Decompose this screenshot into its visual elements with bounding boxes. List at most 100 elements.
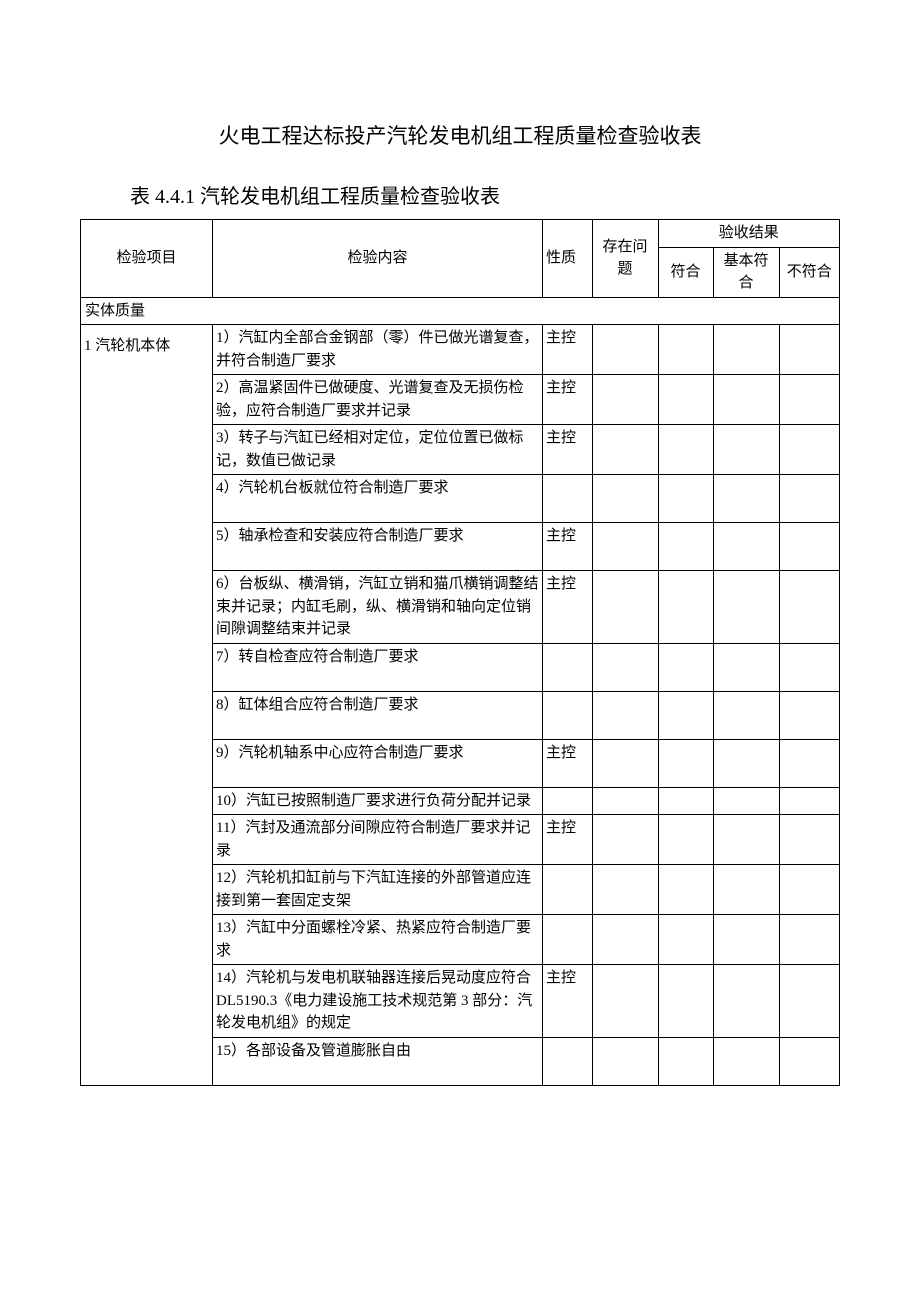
row-nature <box>543 475 593 523</box>
row-fail <box>779 915 840 965</box>
row-content: 5）轴承检查和安装应符合制造厂要求 <box>213 523 543 571</box>
table-row: 1 汽轮机本体 1）汽缸内全部合金钢部（零）件已做光谱复查，并符合制造厂要求 主… <box>81 325 840 375</box>
row-pass <box>658 915 713 965</box>
header-issue: 存在问题 <box>592 220 658 298</box>
row-issue <box>592 739 658 787</box>
row-nature <box>543 787 593 815</box>
section-label: 实体质量 <box>81 297 840 325</box>
row-nature: 主控 <box>543 571 593 644</box>
row-fail <box>779 965 840 1038</box>
row-basic <box>713 691 779 739</box>
row-pass <box>658 865 713 915</box>
row-issue <box>592 1037 658 1085</box>
row-pass <box>658 739 713 787</box>
row-content: 2）高温紧固件已做硬度、光谱复查及无损伤检验，应符合制造厂要求并记录 <box>213 375 543 425</box>
row-pass <box>658 1037 713 1085</box>
row-issue <box>592 375 658 425</box>
row-pass <box>658 787 713 815</box>
row-nature: 主控 <box>543 815 593 865</box>
row-fail <box>779 425 840 475</box>
header-pass: 符合 <box>658 247 713 297</box>
row-nature: 主控 <box>543 375 593 425</box>
row-content: 10）汽缸已按照制造厂要求进行负荷分配并记录 <box>213 787 543 815</box>
row-fail <box>779 475 840 523</box>
row-pass <box>658 325 713 375</box>
row-issue <box>592 865 658 915</box>
row-fail <box>779 643 840 691</box>
row-pass <box>658 815 713 865</box>
row-nature <box>543 691 593 739</box>
row-nature: 主控 <box>543 325 593 375</box>
row-basic <box>713 643 779 691</box>
row-pass <box>658 691 713 739</box>
header-fail: 不符合 <box>779 247 840 297</box>
section-row: 实体质量 <box>81 297 840 325</box>
row-fail <box>779 865 840 915</box>
row-basic <box>713 965 779 1038</box>
row-nature: 主控 <box>543 965 593 1038</box>
row-content: 7）转自检查应符合制造厂要求 <box>213 643 543 691</box>
row-issue <box>592 691 658 739</box>
row-issue <box>592 787 658 815</box>
row-basic <box>713 475 779 523</box>
row-issue <box>592 965 658 1038</box>
row-basic <box>713 523 779 571</box>
row-nature: 主控 <box>543 425 593 475</box>
row-issue <box>592 643 658 691</box>
row-pass <box>658 425 713 475</box>
row-content: 15）各部设备及管道膨胀自由 <box>213 1037 543 1085</box>
row-nature <box>543 865 593 915</box>
row-nature <box>543 915 593 965</box>
row-pass <box>658 475 713 523</box>
row-pass <box>658 571 713 644</box>
row-nature: 主控 <box>543 739 593 787</box>
header-nature: 性质 <box>543 220 593 298</box>
row-issue <box>592 915 658 965</box>
row-nature: 主控 <box>543 523 593 571</box>
row-issue <box>592 475 658 523</box>
header-basic: 基本符合 <box>713 247 779 297</box>
row-fail <box>779 739 840 787</box>
row-basic <box>713 571 779 644</box>
row-content: 12）汽轮机扣缸前与下汽缸连接的外部管道应连接到第一套固定支架 <box>213 865 543 915</box>
row-content: 14）汽轮机与发电机联轴器连接后晃动度应符合 DL5190.3《电力建设施工技术… <box>213 965 543 1038</box>
row-basic <box>713 739 779 787</box>
row-pass <box>658 965 713 1038</box>
row-basic <box>713 865 779 915</box>
row-fail <box>779 691 840 739</box>
header-content: 检验内容 <box>213 220 543 298</box>
header-row-1: 检验项目 检验内容 性质 存在问题 验收结果 <box>81 220 840 248</box>
row-issue <box>592 815 658 865</box>
row-content: 6）台板纵、横滑销，汽缸立销和猫爪横销调整结束并记录；内缸毛刷，纵、横滑销和轴向… <box>213 571 543 644</box>
row-basic <box>713 425 779 475</box>
row-issue <box>592 523 658 571</box>
row-issue <box>592 325 658 375</box>
row-fail <box>779 815 840 865</box>
row-content: 13）汽缸中分面螺栓冷紧、热紧应符合制造厂要求 <box>213 915 543 965</box>
header-result: 验收结果 <box>658 220 840 248</box>
row-fail <box>779 375 840 425</box>
row-basic <box>713 375 779 425</box>
row-fail <box>779 325 840 375</box>
row-issue <box>592 571 658 644</box>
row-basic <box>713 815 779 865</box>
inspection-table: 检验项目 检验内容 性质 存在问题 验收结果 符合 基本符合 不符合 实体质量 … <box>80 219 840 1086</box>
group-label: 1 汽轮机本体 <box>81 325 213 1086</box>
row-basic <box>713 915 779 965</box>
row-fail <box>779 523 840 571</box>
row-basic <box>713 325 779 375</box>
row-pass <box>658 643 713 691</box>
row-content: 4）汽轮机台板就位符合制造厂要求 <box>213 475 543 523</box>
row-nature <box>543 643 593 691</box>
header-item: 检验项目 <box>81 220 213 298</box>
row-content: 8）缸体组合应符合制造厂要求 <box>213 691 543 739</box>
row-pass <box>658 375 713 425</box>
row-pass <box>658 523 713 571</box>
row-content: 3）转子与汽缸已经相对定位，定位位置已做标记，数值已做记录 <box>213 425 543 475</box>
row-content: 9）汽轮机轴系中心应符合制造厂要求 <box>213 739 543 787</box>
row-nature <box>543 1037 593 1085</box>
row-issue <box>592 425 658 475</box>
row-basic <box>713 787 779 815</box>
row-fail <box>779 1037 840 1085</box>
main-title: 火电工程达标投产汽轮发电机组工程质量检查验收表 <box>80 120 840 150</box>
